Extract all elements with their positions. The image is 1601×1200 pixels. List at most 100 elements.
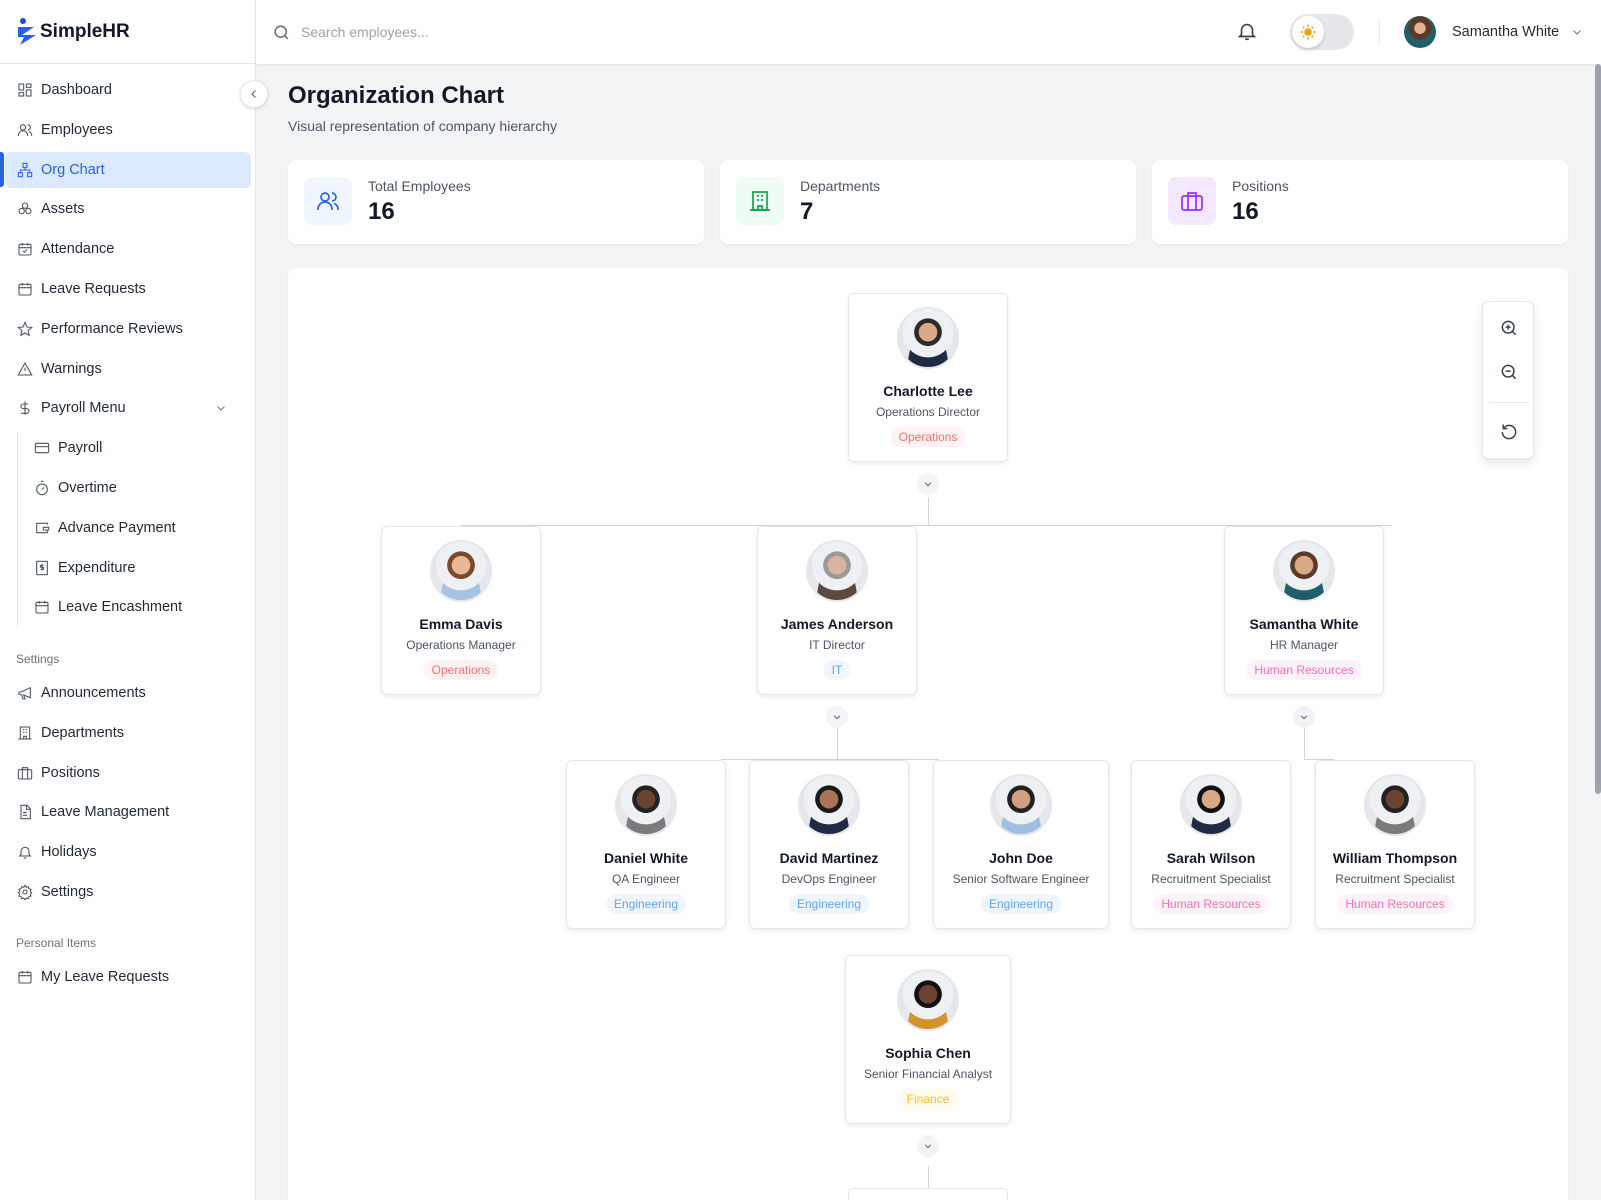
sidebar-item-performance-reviews[interactable]: Performance Reviews [5,311,237,347]
employee-card[interactable]: Sarah Wilson Recruitment Specialist Huma… [1131,760,1291,929]
employee-card[interactable]: David Martinez DevOps Engineer Engineeri… [749,760,909,929]
page-scrollbar[interactable] [1595,64,1601,794]
sidebar-item-attendance[interactable]: Attendance [5,231,237,267]
org-chart-canvas[interactable]: Charlotte Lee Operations Director Operat… [288,268,1568,1200]
connector-line [928,498,929,526]
stat-card-positions: Positions 16 [1152,160,1568,244]
employee-position: Senior Financial Analyst [863,1067,993,1081]
sidebar: SimpleHR Dashboard Employees Org Chart Asse… [0,0,256,1200]
employee-name: Sophia Chen [885,1045,971,1061]
app-logo[interactable]: SimpleHR [0,0,255,64]
file-icon [20,805,31,820]
user-menu[interactable]: Samantha White [1404,16,1583,48]
receipt-icon [36,560,48,575]
app-name: SimpleHR [40,20,130,42]
connector-line [837,726,838,760]
sidebar-item-advance-payment[interactable]: Advance Payment [22,510,237,546]
sun-icon [1300,24,1316,40]
department-badge: IT [823,660,851,680]
reset-view-button[interactable] [1493,416,1525,448]
sidebar-item-holidays[interactable]: Holidays [5,834,237,870]
connector-line [1304,759,1334,760]
zoom-out-icon [1501,364,1517,380]
connector-line [461,525,1391,526]
warning-icon [17,361,33,376]
sidebar-item-label: Performance Reviews [41,320,183,337]
department-badge: Engineering [788,894,870,914]
employee-card[interactable]: John Doe Senior Software Engineer Engine… [933,760,1109,929]
sidebar-item-settings[interactable]: Settings [5,874,237,910]
timer-icon [36,480,48,496]
sidebar-item-label: Settings [41,884,94,900]
page-subtitle: Visual representation of company hierarc… [288,118,558,134]
employee-position: Recruitment Specialist [1335,872,1455,886]
sidebar-item-leave-management[interactable]: Leave Management [5,794,237,830]
sidebar-item-label: Overtime [58,480,117,496]
chevron-down-icon [1573,30,1582,35]
users-icon [317,192,339,210]
credit-card-icon [34,442,50,454]
zoom-out-button[interactable] [1493,356,1525,388]
employee-card[interactable]: Charlotte Lee Operations Director Operat… [848,293,1008,462]
sidebar-item-payroll-menu[interactable]: Payroll Menu [5,390,237,426]
sidebar-item-label: Assets [41,201,85,218]
employee-card[interactable]: Sophia Chen Senior Financial Analyst Fin… [845,955,1011,1124]
collapse-sidebar-button[interactable] [240,80,268,108]
zoom-in-button[interactable] [1493,312,1525,344]
employee-name: Emma Davis [419,616,503,632]
sidebar-item-label: Positions [41,764,100,781]
avatar [430,540,492,602]
theme-toggle-knob [1292,16,1324,48]
employee-card[interactable]: Emma Davis Operations Manager Operations [381,526,541,695]
chevron-down-icon [924,1144,932,1149]
employee-card[interactable]: Samantha White HR Manager Human Resource… [1224,526,1384,695]
avatar [1364,774,1426,836]
connector-line [1304,726,1305,760]
sidebar-item-leave-requests[interactable]: Leave Requests [5,271,237,307]
sidebar-item-label: Departments [41,724,125,741]
stat-value: 16 [368,198,395,225]
avatar [897,969,959,1031]
sidebar-item-label: Leave Requests [41,281,146,297]
sidebar-item-employees[interactable]: Employees [5,112,237,148]
calendar-check-icon [18,243,32,256]
employee-card-partial[interactable] [848,1188,1008,1200]
chevron-down-icon [924,482,932,487]
employee-position: DevOps Engineer [781,872,877,886]
stat-label: Total Employees [368,178,471,194]
notification-bell-icon[interactable] [1236,20,1258,42]
stat-value: 16 [1232,198,1259,225]
sidebar-item-leave-encashment[interactable]: Leave Encashment [22,589,237,625]
employee-name: Samantha White [1249,616,1359,632]
sidebar-item-overtime[interactable]: Overtime [22,470,237,506]
sidebar-item-org-chart[interactable]: Org Chart [5,151,251,188]
theme-toggle[interactable] [1290,14,1354,50]
toolbar-divider [1489,402,1529,403]
org-chart-icon [17,162,33,177]
sidebar-item-warnings[interactable]: Warnings [5,351,237,387]
expand-children-button[interactable] [917,473,939,495]
sidebar-item-departments[interactable]: Departments [5,715,237,751]
employee-position: Senior Software Engineer [952,872,1090,886]
user-name: Samantha White [1452,24,1560,40]
sidebar-item-assets[interactable]: Assets [5,191,237,227]
department-badge: Engineering [605,894,687,914]
expand-children-button[interactable] [917,1135,939,1157]
search-bar [272,23,701,42]
employee-card[interactable]: Daniel White QA Engineer Engineering [566,760,726,929]
sidebar-item-my-leave-requests[interactable]: My Leave Requests [5,959,237,995]
expand-children-button[interactable] [826,706,848,728]
sidebar-item-payroll[interactable]: Payroll [22,430,237,466]
expand-children-button[interactable] [1293,706,1315,728]
megaphone-icon [18,686,31,700]
dashboard-icon [18,83,32,97]
sidebar-item-expenditure[interactable]: Expenditure [22,550,237,586]
employee-position: QA Engineer [611,872,681,886]
sidebar-item-announcements[interactable]: Announcements [5,675,237,711]
employee-card[interactable]: James Anderson IT Director IT [757,526,917,695]
sidebar-item-positions[interactable]: Positions [5,755,237,791]
sidebar-item-dashboard[interactable]: Dashboard [5,72,237,108]
employee-card[interactable]: William Thompson Recruitment Specialist … [1315,760,1475,929]
stat-card-departments: Departments 7 [720,160,1136,244]
search-input[interactable] [301,24,701,40]
